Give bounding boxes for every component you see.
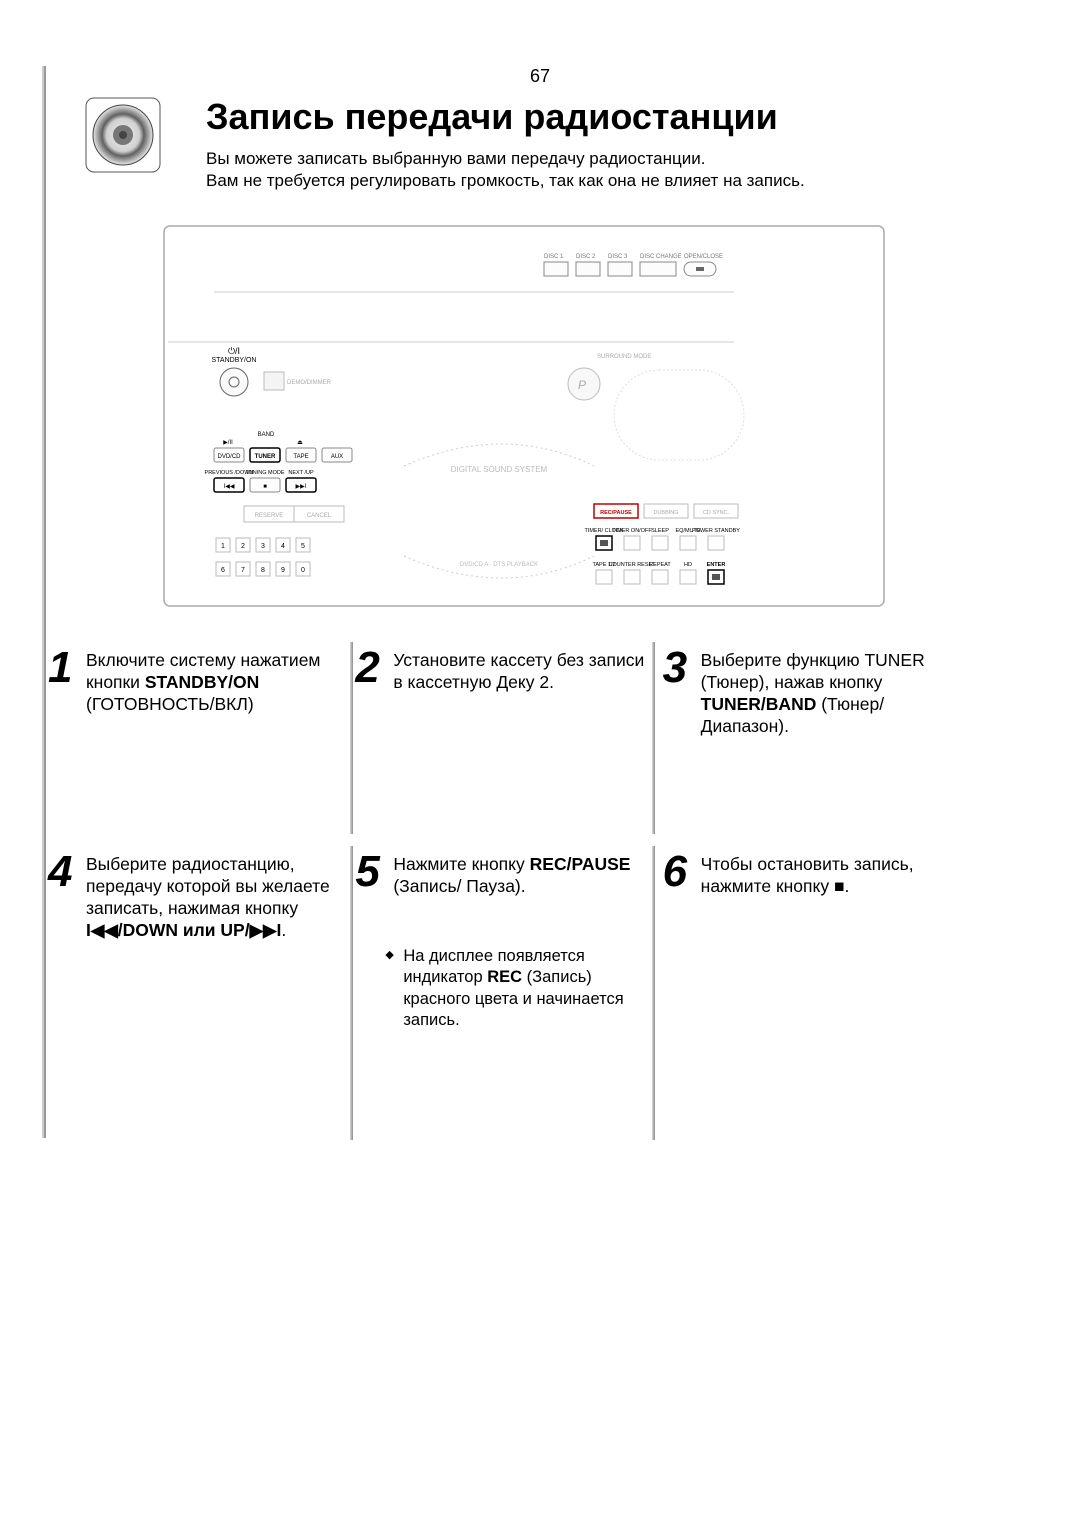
svg-text:TAPE: TAPE — [293, 454, 308, 460]
step-1: 1 Включите систему нажатием кнопки STAND… — [42, 642, 347, 778]
svg-text:TUNER: TUNER — [255, 454, 276, 460]
svg-text:TUNING MODE: TUNING MODE — [245, 470, 284, 476]
step-number: 3 — [663, 646, 697, 690]
svg-text:5: 5 — [301, 543, 305, 550]
svg-text:STANDBY/ON: STANDBY/ON — [212, 357, 257, 364]
svg-text:DISC 2: DISC 2 — [576, 254, 596, 260]
vertical-separator — [350, 846, 353, 1140]
svg-text:DISC 3: DISC 3 — [608, 254, 628, 260]
svg-text:AUX: AUX — [331, 454, 343, 460]
step-text: Чтобы остановить запись, нажмите кнопку … — [697, 850, 956, 898]
svg-text:NEXT /UP: NEXT /UP — [288, 470, 314, 476]
svg-text:7: 7 — [241, 567, 245, 574]
step-text: Установите кассету без записи в кассетну… — [389, 646, 648, 694]
svg-text:P: P — [578, 378, 586, 392]
step-6: 6 Чтобы остановить запись, нажмите кнопк… — [657, 846, 962, 1072]
step-number: 1 — [48, 646, 82, 690]
step-text: Выберите функцию TUNER (Тюнер), нажав кн… — [697, 646, 956, 738]
steps-row-2: 4 Выберите радиостанцию, передачу которо… — [42, 846, 962, 1072]
svg-text:DIGITAL SOUND SYSTEM: DIGITAL SOUND SYSTEM — [451, 465, 548, 474]
svg-text:9: 9 — [281, 567, 285, 574]
right-button-block: REC/PAUSE DUBBING CD SYNC. TIMER/ CLOCK … — [584, 504, 740, 584]
step-5-bullets: На дисплее появляется индикатор REC (Зап… — [355, 946, 648, 1032]
step-text: Выберите радиостанцию, передачу которой … — [82, 850, 341, 942]
vertical-separator — [652, 846, 655, 1140]
svg-text:REPEAT: REPEAT — [649, 562, 671, 568]
speaker-icon — [84, 96, 162, 174]
step-post: . — [281, 920, 286, 940]
svg-text:⏻/I: ⏻/I — [228, 346, 240, 356]
step-bold: REC/PAUSE — [530, 854, 631, 874]
svg-text:6: 6 — [221, 567, 225, 574]
svg-text:ENTER: ENTER — [707, 562, 726, 568]
svg-text:RESERVE: RESERVE — [255, 513, 284, 519]
step-number: 6 — [663, 850, 697, 894]
bullet-item: На дисплее появляется индикатор REC (Зап… — [389, 946, 648, 1032]
svg-text:HD: HD — [684, 562, 692, 568]
svg-text:SLEEP: SLEEP — [651, 528, 669, 534]
step-pre: Нажмите кнопку — [393, 854, 524, 874]
svg-text:CD SYNC.: CD SYNC. — [703, 510, 730, 516]
svg-text:■: ■ — [263, 484, 267, 490]
step-3: 3 Выберите функцию TUNER (Тюнер), нажав … — [657, 642, 962, 778]
svg-text:DISC CHANGE: DISC CHANGE — [640, 254, 682, 260]
step-5: 5 Нажмите кнопку REC/PAUSE (Запись/ Пауз… — [349, 846, 654, 1072]
svg-text:CANCEL: CANCEL — [307, 513, 332, 519]
svg-text:DVD/CD: DVD/CD — [217, 454, 241, 460]
svg-text:0: 0 — [301, 567, 305, 574]
svg-text:DUBBING: DUBBING — [653, 510, 678, 516]
bullet-bold: REC — [487, 968, 522, 986]
step-post: (Запись/ Пауза). — [393, 876, 525, 896]
step-number: 4 — [48, 850, 82, 894]
svg-text:⏏: ⏏ — [297, 440, 303, 446]
svg-text:TIMER ON/OFF: TIMER ON/OFF — [612, 528, 652, 534]
svg-text:4: 4 — [281, 543, 285, 550]
svg-text:▶/II: ▶/II — [223, 440, 233, 446]
step-number: 5 — [355, 850, 389, 894]
svg-text:I◀◀: I◀◀ — [224, 484, 235, 490]
step-bold: TUNER/BAND — [701, 694, 817, 714]
page-number: 67 — [0, 66, 1080, 87]
page-title: Запись передачи радиостанции — [206, 96, 778, 138]
svg-text:DISC 1: DISC 1 — [544, 254, 564, 260]
steps-row-1: 1 Включите систему нажатием кнопки STAND… — [42, 642, 962, 778]
svg-text:3: 3 — [261, 543, 265, 550]
svg-text:8: 8 — [261, 567, 265, 574]
svg-text:BAND: BAND — [258, 432, 275, 438]
svg-text:SURROUND MODE: SURROUND MODE — [597, 354, 651, 360]
svg-text:▶▶I: ▶▶I — [296, 484, 307, 490]
intro-line-2: Вам не требуется регулировать громкость,… — [206, 170, 805, 192]
vertical-separator — [652, 642, 655, 834]
step-post: (ГОТОВНОСТЬ/ВКЛ) — [86, 694, 254, 714]
step-pre: Выберите функцию TUNER (Тюнер), нажав кн… — [701, 650, 925, 692]
step-text: Включите систему нажатием кнопки STANDBY… — [82, 646, 341, 716]
step-bold: I◀◀/DOWN или UP/▶▶I — [86, 920, 281, 940]
step-pre: Установите кассету без записи в кассетну… — [393, 650, 644, 692]
svg-text:DVD/CD A · DTS PLAYBACK: DVD/CD A · DTS PLAYBACK — [460, 562, 538, 568]
svg-text:DEMO/DIMMER: DEMO/DIMMER — [287, 380, 332, 386]
svg-text:REC/PAUSE: REC/PAUSE — [600, 510, 632, 516]
device-diagram: DISC 1 DISC 2 DISC 3 DISC CHANGE OPEN/CL… — [144, 222, 916, 610]
step-number: 2 — [355, 646, 389, 690]
svg-text:1: 1 — [221, 543, 225, 550]
svg-text:OPEN/CLOSE: OPEN/CLOSE — [684, 254, 723, 260]
step-pre: Чтобы остановить запись, нажмите кнопку … — [701, 854, 914, 896]
step-4: 4 Выберите радиостанцию, передачу которо… — [42, 846, 347, 1072]
svg-text:2: 2 — [241, 543, 245, 550]
intro-text: Вы можете записать выбранную вами переда… — [206, 148, 805, 192]
step-2: 2 Установите кассету без записи в кассет… — [349, 642, 654, 778]
vertical-separator — [350, 642, 353, 834]
step-pre: Выберите радиостанцию, передачу которой … — [86, 854, 330, 918]
step-text: Нажмите кнопку REC/PAUSE (Запись/ Пауза)… — [389, 850, 648, 898]
step-bold: STANDBY/ON — [145, 672, 259, 692]
intro-line-1: Вы можете записать выбранную вами переда… — [206, 148, 805, 170]
svg-text:POWER STANDBY: POWER STANDBY — [692, 528, 740, 534]
